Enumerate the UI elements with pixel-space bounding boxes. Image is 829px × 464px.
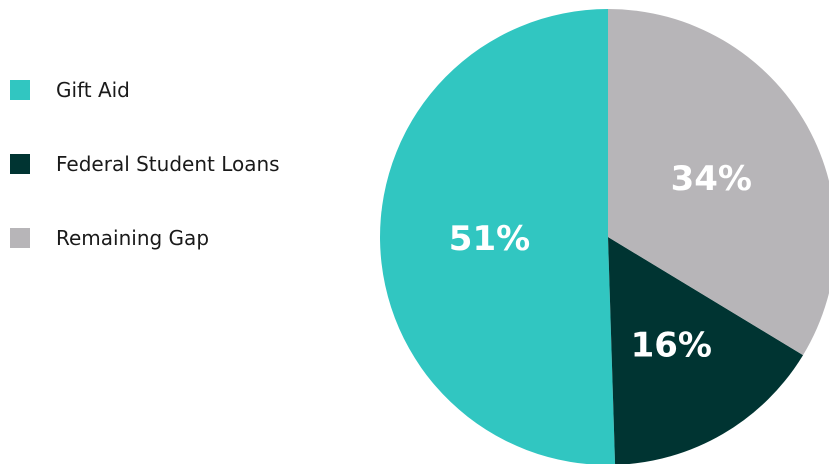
legend-swatch-remaining-gap [10, 228, 30, 248]
legend-item-gift-aid: Gift Aid [10, 78, 130, 102]
pie-slice-remaining-gap [608, 9, 829, 356]
legend-item-remaining-gap: Remaining Gap [10, 226, 209, 250]
legend-label-remaining-gap: Remaining Gap [56, 226, 210, 250]
data-label-gift-aid: 51% [449, 219, 530, 259]
pie-slice-federal-student-loans [608, 237, 804, 464]
legend-swatch-gift-aid [10, 80, 30, 100]
legend-label-federal-student-loans: Federal Student Loans [56, 152, 280, 176]
legend: Gift Aid Federal Student Loans Remaining… [10, 0, 340, 300]
legend-item-federal-student-loans: Federal Student Loans [10, 152, 280, 176]
data-label-federal-student-loans: 16% [631, 325, 712, 365]
data-label-remaining-gap: 34% [671, 159, 752, 199]
legend-swatch-federal-student-loans [10, 154, 30, 174]
pie-slice-gift-aid [380, 9, 616, 464]
legend-label-gift-aid: Gift Aid [56, 78, 130, 102]
